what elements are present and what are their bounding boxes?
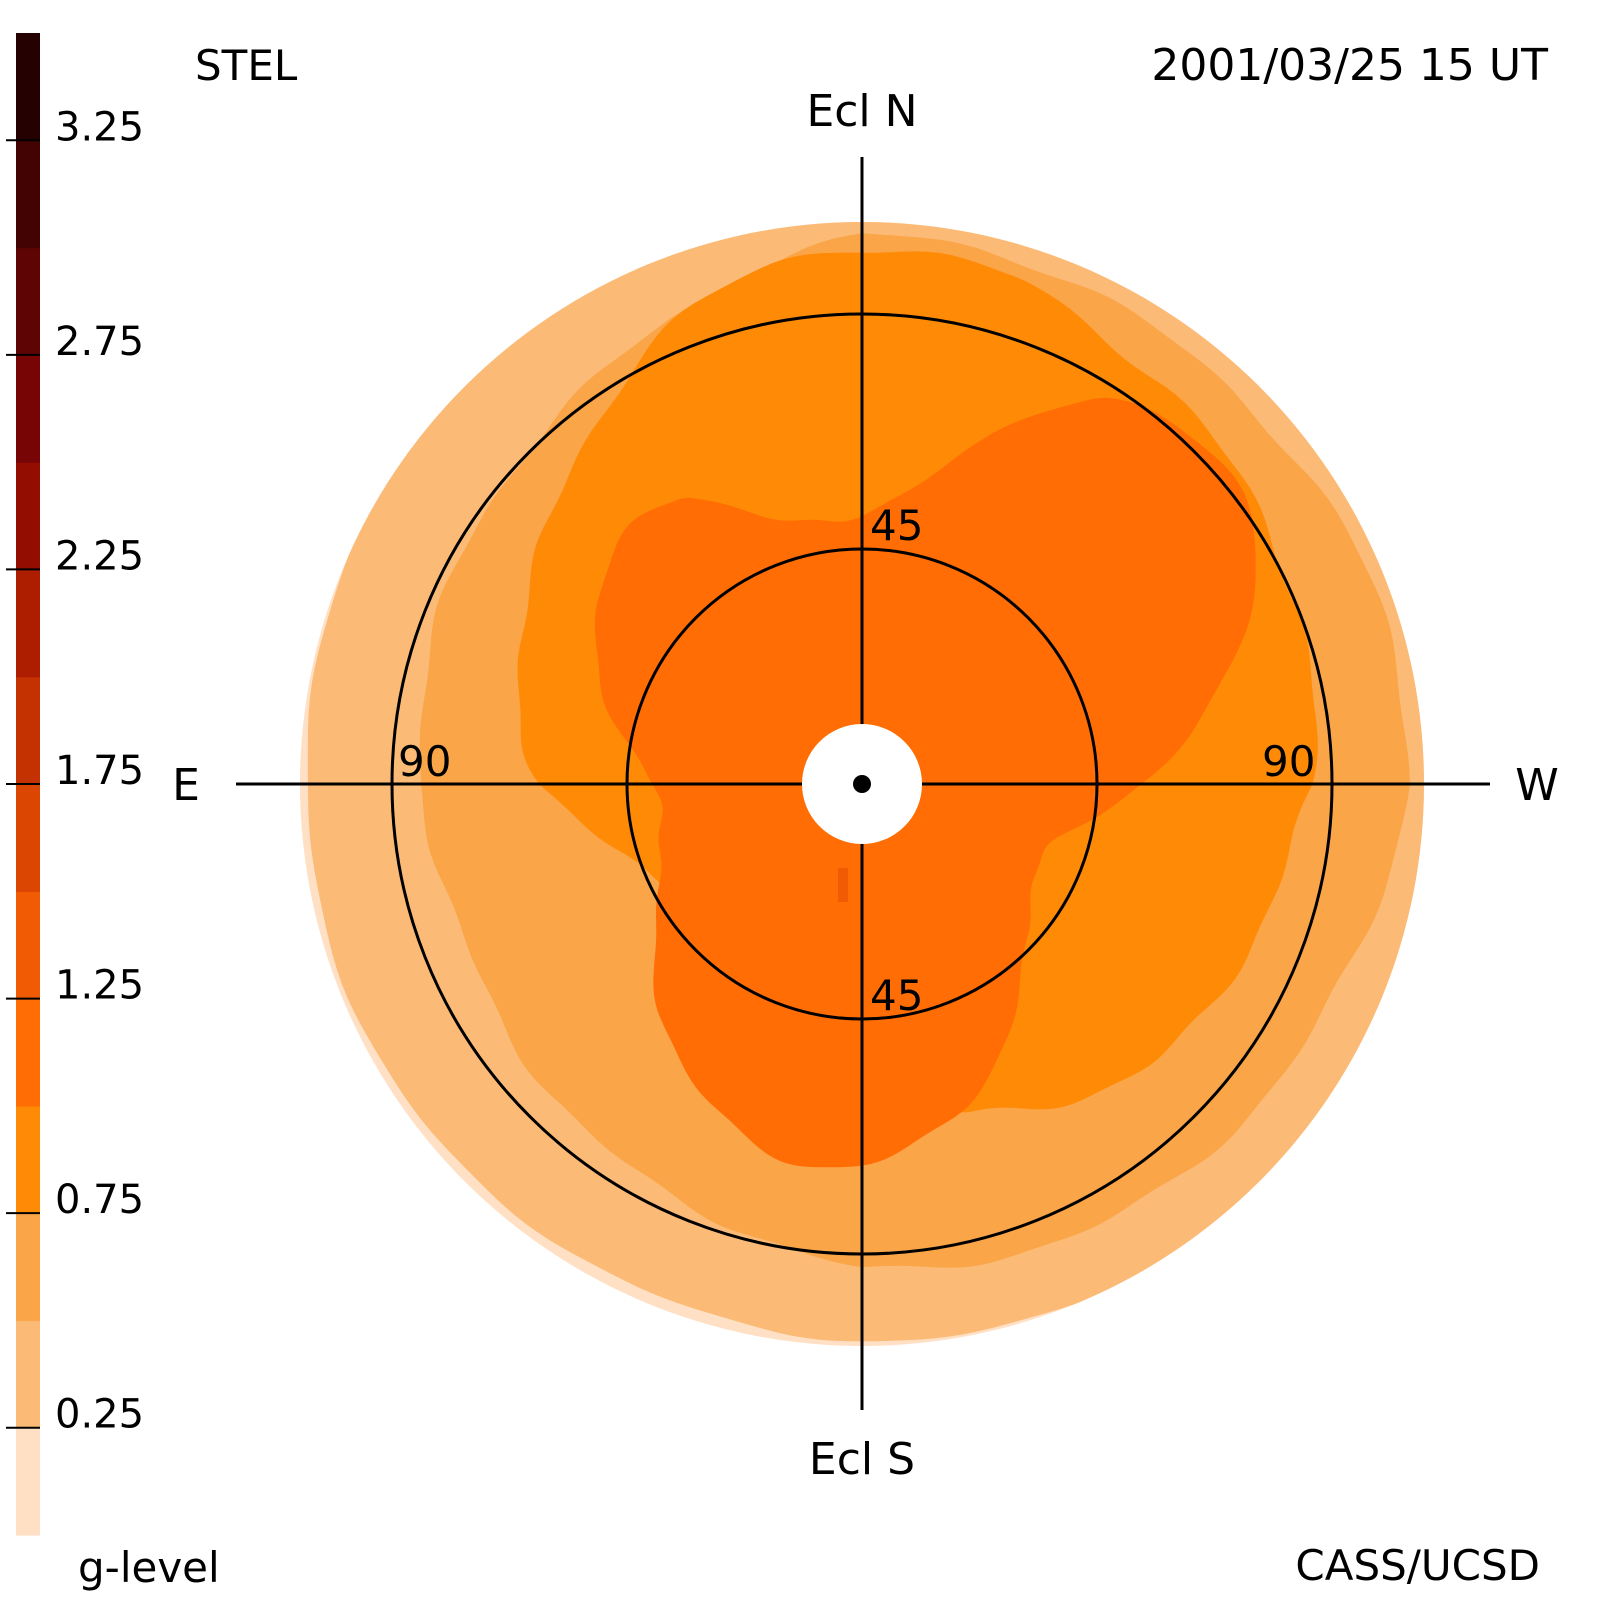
elongation-label-45-south: 45 bbox=[870, 971, 923, 1020]
colorbar-tick-label: 3.25 bbox=[55, 104, 144, 150]
colorbar-segment bbox=[16, 354, 40, 463]
colorbar-segment bbox=[16, 1105, 40, 1214]
colorbar-segment bbox=[16, 140, 40, 249]
colorbar-segment bbox=[16, 784, 40, 892]
instrument-label: STEL bbox=[195, 41, 298, 90]
elongation-label-90-east: 90 bbox=[398, 737, 451, 786]
elongation-label-45-north: 45 bbox=[870, 501, 923, 550]
direction-east-label: E bbox=[172, 760, 200, 811]
colorbar-segment bbox=[16, 891, 40, 1000]
coordinate-grid bbox=[236, 157, 1490, 1410]
colorbar-segment bbox=[16, 462, 40, 571]
colorbar-segment bbox=[16, 676, 40, 785]
elongation-label-90-west: 90 bbox=[1262, 737, 1315, 786]
colorbar-segment bbox=[16, 1320, 40, 1429]
direction-south-label: Ecl S bbox=[809, 1434, 915, 1485]
direction-north-label: Ecl N bbox=[806, 86, 917, 137]
sun-center-dot bbox=[853, 775, 871, 793]
colorbar-tick-label: 2.75 bbox=[55, 319, 144, 365]
colorbar-tick-label: 0.25 bbox=[55, 1392, 144, 1438]
direction-west-label: W bbox=[1515, 760, 1559, 811]
colorbar-tick-label: 0.75 bbox=[55, 1177, 144, 1223]
colorbar-segment bbox=[16, 1213, 40, 1322]
colorbar: 0.25 0.75 1.25 1.75 2.25 2.75 3.25 bbox=[6, 33, 144, 1536]
map-region-central-enhancement bbox=[594, 397, 1256, 1168]
colorbar-tick-label: 2.25 bbox=[55, 533, 144, 579]
credit-label: CASS/UCSD bbox=[1295, 1541, 1540, 1590]
colorbar-segment bbox=[16, 569, 40, 678]
colorbar-tick-label: 1.25 bbox=[55, 963, 144, 1009]
colorbar-segment bbox=[16, 1427, 40, 1536]
colorbar-segment bbox=[16, 33, 40, 141]
colorbar-segment bbox=[16, 998, 40, 1107]
datetime-label: 2001/03/25 15 UT bbox=[1151, 40, 1548, 91]
colorbar-tick-label: 1.75 bbox=[55, 748, 144, 794]
colorbar-title: g-level bbox=[78, 1543, 220, 1592]
colorbar-segment bbox=[16, 247, 40, 356]
map-region-southern-core bbox=[838, 868, 848, 902]
